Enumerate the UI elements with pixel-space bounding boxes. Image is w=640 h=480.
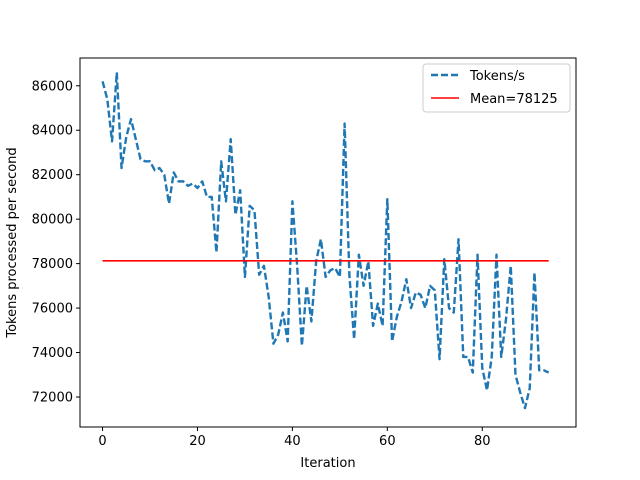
y-tick-label: 80000 (32, 213, 73, 228)
legend: Tokens/s Mean=78125 (422, 63, 571, 113)
y-tick-label: 86000 (32, 79, 73, 94)
x-tick-label: 60 (379, 434, 396, 449)
legend-label-tokens: Tokens/s (469, 69, 525, 84)
y-tick-label: 72000 (32, 390, 73, 405)
x-tick-label: 20 (189, 434, 206, 449)
x-axis-ticks: 0 20 40 60 80 (98, 427, 491, 449)
axes-frame (79, 57, 577, 428)
series-line-0 (101, 71, 550, 410)
y-axis-ticks: 72000 74000 76000 78000 80000 82000 84000 86000 (32, 79, 80, 405)
legend-box (422, 63, 571, 113)
x-axis-label: Iteration (300, 456, 355, 471)
plot-content (101, 71, 550, 410)
y-tick-label: 84000 (32, 124, 73, 139)
y-tick-label: 76000 (32, 302, 73, 317)
y-axis-label: Tokens processed per second (5, 147, 20, 338)
x-tick-label: 40 (284, 434, 301, 449)
x-tick-label: 0 (98, 434, 106, 449)
y-tick-label: 78000 (32, 257, 73, 272)
legend-label-mean: Mean=78125 (470, 92, 558, 107)
y-tick-label: 74000 (32, 346, 73, 361)
y-tick-label: 82000 (32, 168, 73, 183)
x-tick-label: 80 (474, 434, 491, 449)
